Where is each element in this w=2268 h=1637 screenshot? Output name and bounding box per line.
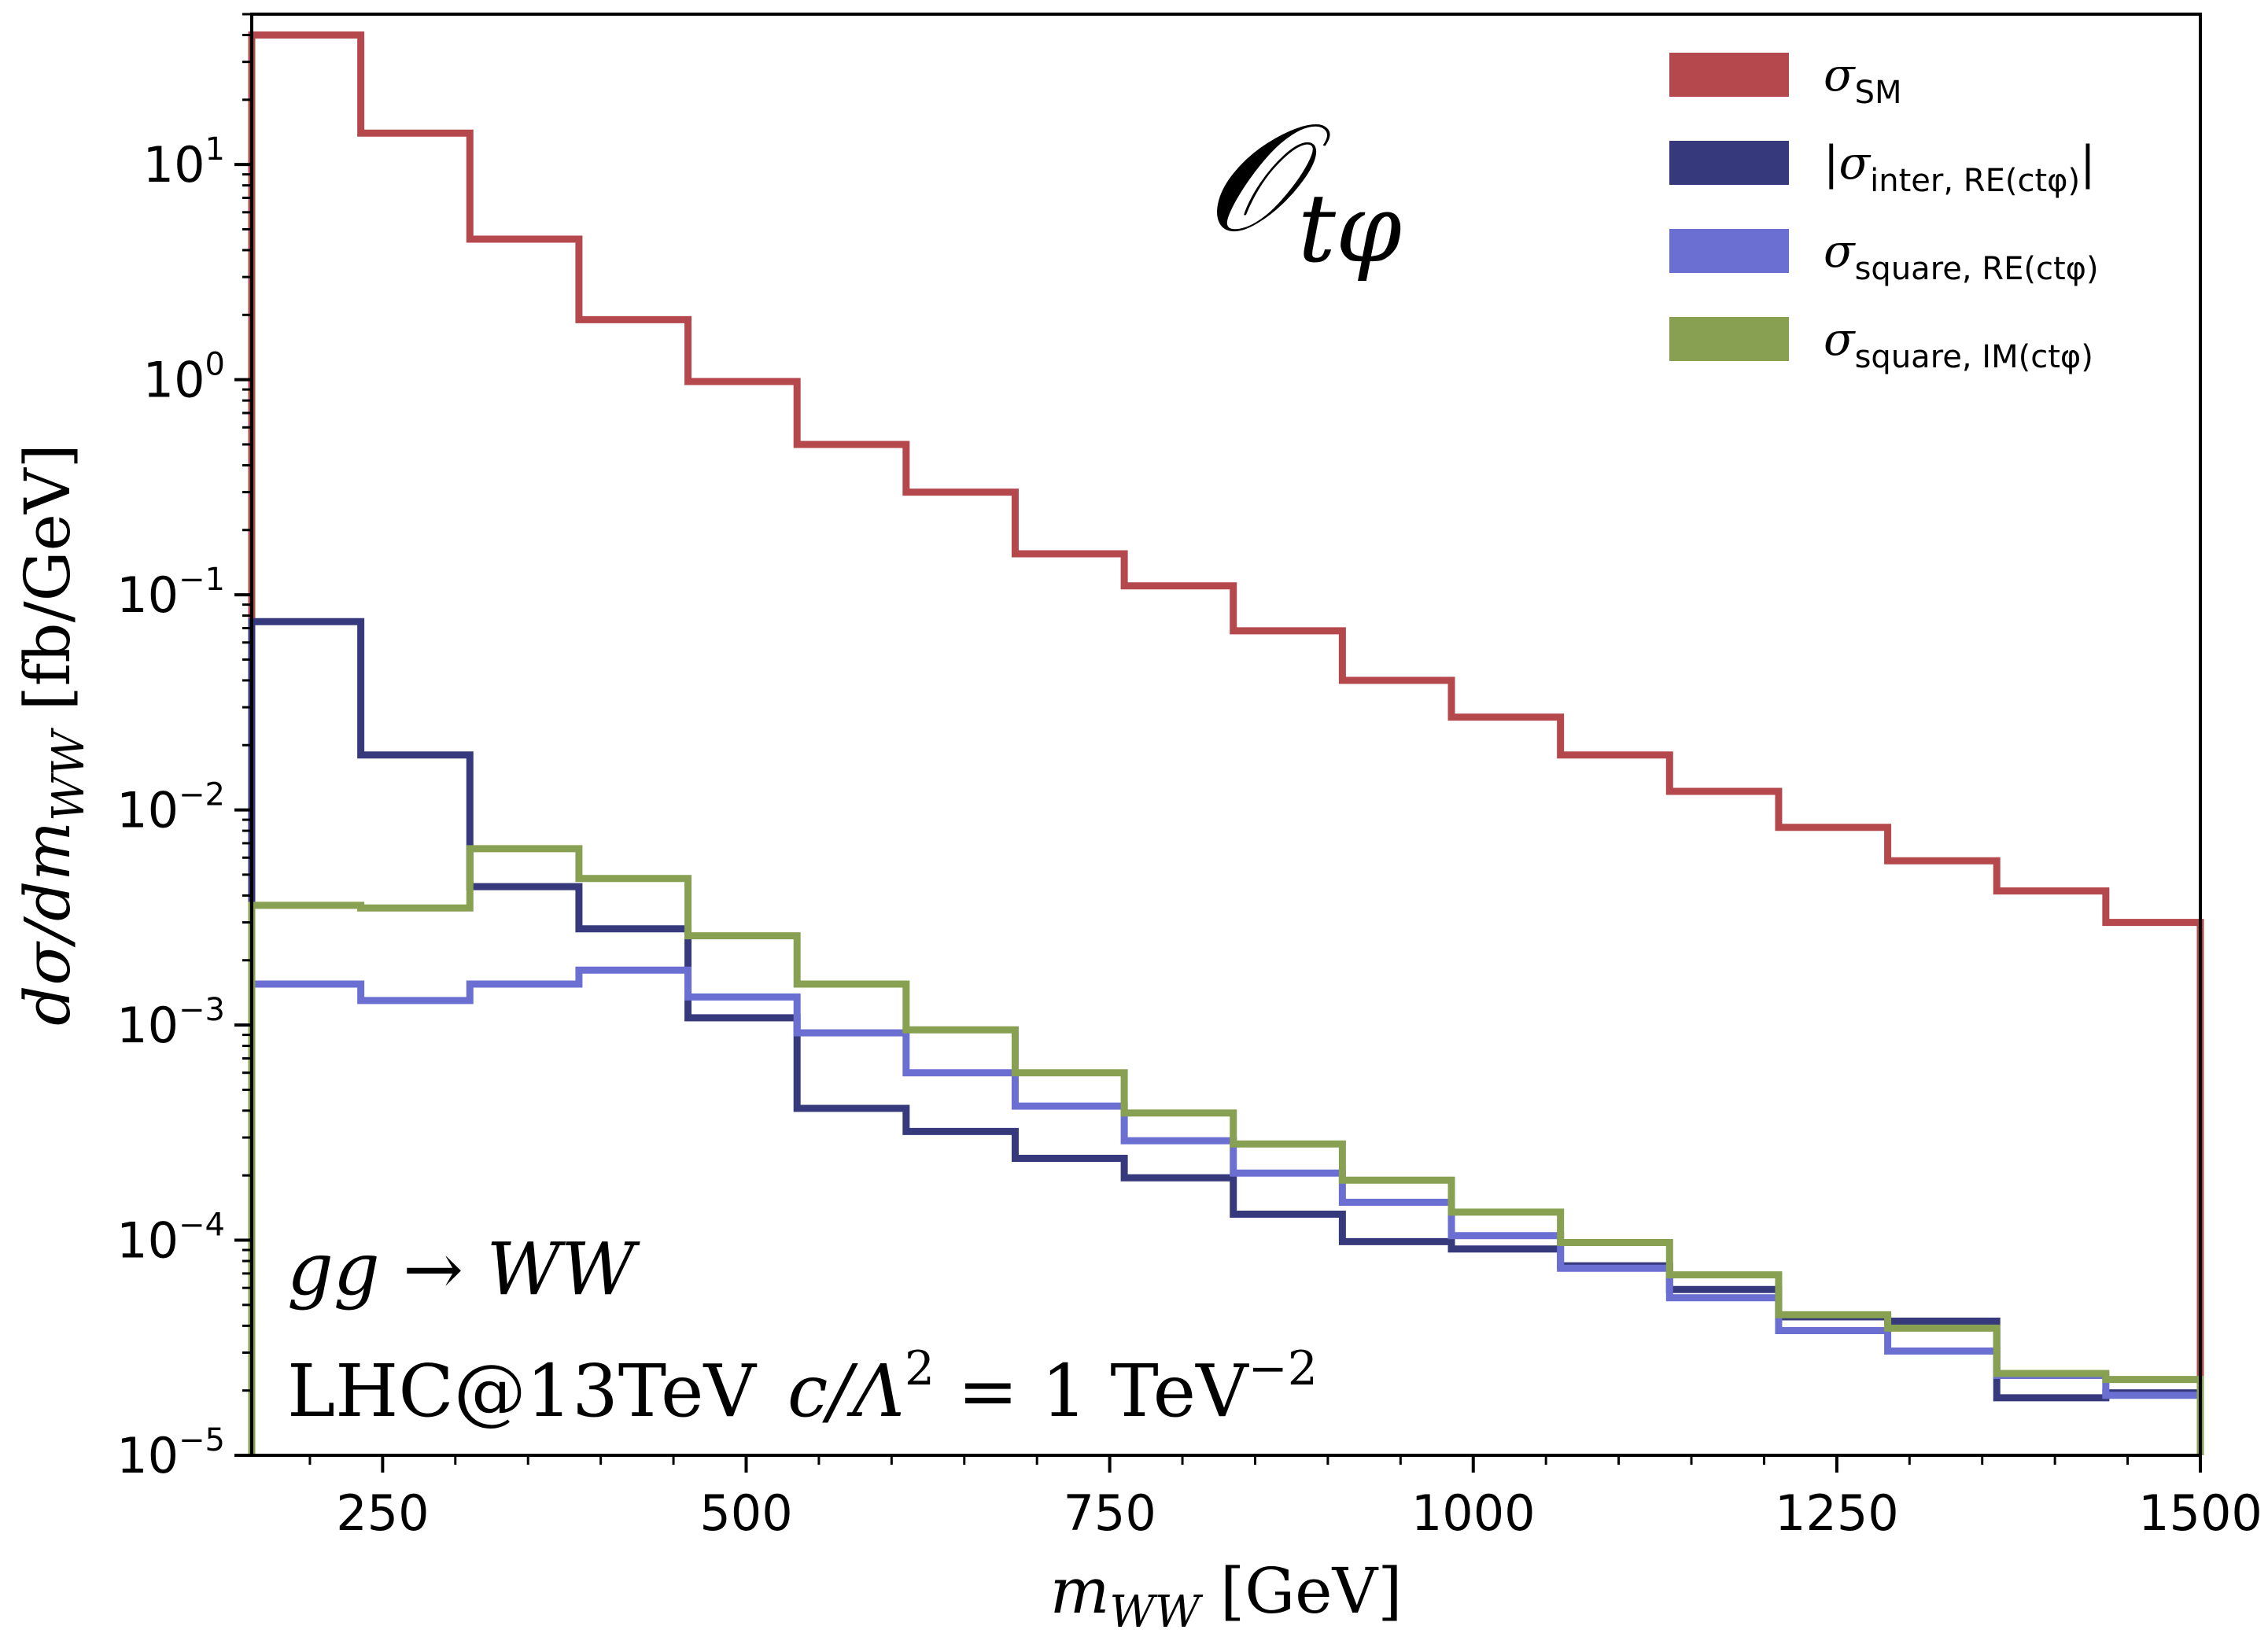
y-tick-label: 10−4 <box>116 1207 225 1270</box>
x-tick-label: 1500 <box>2138 1484 2262 1542</box>
series-line-1 <box>248 31 2204 1455</box>
y-tick-label: 100 <box>143 347 225 409</box>
y-tick-label: 10−3 <box>116 992 225 1054</box>
y-axis: 10−5 10−4 10−3 10−2 10−1 100 101 <box>116 13 252 1484</box>
series-layer <box>248 31 2204 1455</box>
legend-swatch <box>1669 317 1789 361</box>
legend-entry: σSM <box>1824 48 1902 111</box>
legend-swatch <box>1669 141 1789 185</box>
x-axis: 250 500 750 1000 1250 1500 <box>308 1455 2262 1542</box>
series-line-4 <box>248 845 2204 1455</box>
y-axis-label: dσ/dmWW [fb/GeV] <box>11 444 94 1026</box>
x-tick-label: 1000 <box>1411 1484 1536 1542</box>
legend-entry: |σinter, RE(ctφ)| <box>1824 136 2096 199</box>
x-tick-label: 750 <box>1063 1484 1156 1542</box>
y-tick-label: 10−2 <box>116 777 225 839</box>
legend-swatch <box>1669 229 1789 273</box>
x-tick-label: 250 <box>336 1484 429 1542</box>
x-tick-label: 1250 <box>1775 1484 1899 1542</box>
collider-label: LHC@13TeV c/Λ2 = 1 TeV−2 <box>287 1341 1318 1433</box>
y-tick-label: 10−5 <box>116 1422 225 1484</box>
y-tick-label: 10−1 <box>116 562 225 624</box>
process-label: gg → WW <box>287 1227 640 1311</box>
legend-entry: σsquare, IM(ctφ) <box>1824 312 2093 375</box>
plot-frame <box>250 13 2202 1457</box>
y-tick-label: 101 <box>143 131 225 194</box>
legend-swatch <box>1669 53 1789 97</box>
series-line-3 <box>248 966 2204 1455</box>
legend: σSM |σinter, RE(ctφ)| σsquare, RE(ctφ) σsqu… <box>1669 48 2099 375</box>
x-tick-label: 500 <box>699 1484 792 1542</box>
legend-entry: σsquare, RE(ctφ) <box>1824 224 2099 287</box>
x-axis-label: mWW [GeV] <box>1050 1554 1403 1637</box>
